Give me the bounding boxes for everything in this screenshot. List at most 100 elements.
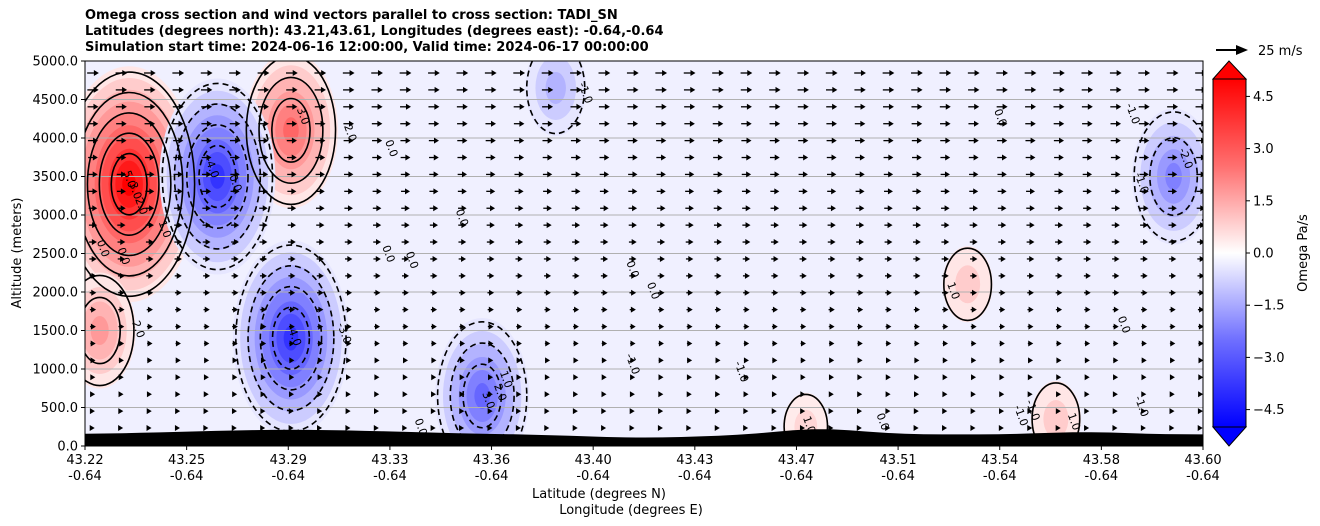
wind-vector-head <box>715 323 721 330</box>
wind-vector <box>715 391 721 398</box>
wind-vector-head <box>1029 239 1035 246</box>
wind-vector <box>1054 154 1064 161</box>
wind-vector-head <box>1172 154 1178 161</box>
wind-vector-head <box>887 222 893 229</box>
wind-vector <box>941 272 949 279</box>
wind-vector <box>430 425 436 431</box>
wind-vector <box>1140 272 1148 279</box>
y-tick-label-1: 500.0 <box>41 401 78 416</box>
wind-vector-head <box>347 255 353 262</box>
wind-vector-head <box>234 171 240 178</box>
wind-vector <box>1167 171 1178 178</box>
wind-vector-head <box>1172 188 1178 195</box>
wind-vector <box>515 272 523 279</box>
wind-vector <box>229 137 241 144</box>
wind-vector-head <box>687 340 693 347</box>
wind-vector-head <box>149 154 155 161</box>
wind-vector-head <box>148 289 154 296</box>
wind-vector-head <box>488 374 494 381</box>
wind-vector <box>515 255 523 262</box>
wind-vector-head <box>403 306 409 313</box>
wind-vector <box>1083 239 1092 246</box>
wind-vector-head <box>317 374 323 381</box>
wind-vector <box>999 391 1005 398</box>
wind-vector-head <box>347 272 353 279</box>
wind-vector-head <box>718 70 724 76</box>
wind-vector <box>344 205 353 212</box>
x-tick-lat-1: 43.25 <box>168 453 205 468</box>
wind-vector <box>772 374 778 381</box>
wind-vector <box>173 171 183 178</box>
wind-vector-head <box>573 391 579 398</box>
wind-vector-head <box>376 154 382 161</box>
wind-vector-head <box>945 137 951 144</box>
wind-vector-head <box>462 120 468 127</box>
wind-vector-head <box>204 340 210 347</box>
wind-vector <box>514 137 525 144</box>
wind-vector-head <box>946 70 952 76</box>
wind-vector-head <box>263 154 269 161</box>
wind-vector <box>515 239 524 246</box>
wind-vector-head <box>121 171 127 178</box>
wind-vector-head <box>1002 70 1008 76</box>
wind-vector-head <box>349 103 355 110</box>
wind-vector <box>800 374 806 381</box>
wind-vector <box>116 188 126 195</box>
wind-vector-head <box>916 205 922 212</box>
wind-vector-head <box>885 391 891 398</box>
wind-vector-head <box>888 154 894 161</box>
wind-vector-head <box>1144 137 1150 144</box>
omega-fill-min-4-level-7 <box>283 325 299 351</box>
wind-vector-head <box>318 289 324 296</box>
wind-vectors <box>87 70 1203 431</box>
wind-vector-head <box>178 120 184 127</box>
wind-vector <box>855 222 865 229</box>
wind-vector <box>516 357 522 364</box>
wind-vector <box>771 289 779 296</box>
wind-vector <box>712 120 724 127</box>
wind-vector-head <box>177 188 183 195</box>
wind-vector-head <box>260 408 266 415</box>
wind-vector-head <box>547 120 553 127</box>
wind-vector <box>573 323 579 330</box>
wind-vector-head <box>260 391 266 398</box>
wind-vector-head <box>970 425 976 431</box>
wind-vector-head <box>1115 154 1121 161</box>
wind-vector-head <box>1029 222 1035 229</box>
wind-vector <box>570 70 582 76</box>
wind-vector <box>800 357 806 364</box>
wind-vector <box>827 205 836 212</box>
wind-vector-head <box>1199 239 1203 246</box>
wind-vector <box>118 357 124 364</box>
wind-vector <box>231 289 239 296</box>
wind-vector <box>259 239 268 246</box>
wind-vector-head <box>916 171 922 178</box>
wind-vector <box>572 289 580 296</box>
wind-vector <box>317 374 323 381</box>
wind-vector <box>203 272 211 279</box>
x-tick-lat-0: 43.22 <box>66 453 103 468</box>
wind-vector <box>742 205 751 212</box>
wind-vector <box>90 374 96 381</box>
wind-vector <box>913 306 920 313</box>
wind-vector-head <box>1201 103 1203 110</box>
wind-vector-head <box>545 306 551 313</box>
wind-vector <box>1166 70 1179 76</box>
wind-vector <box>658 408 664 415</box>
wind-vector-head <box>547 137 553 144</box>
wind-vector-head <box>1197 408 1203 415</box>
wind-vector-head <box>206 171 212 178</box>
wind-vector-head <box>1142 323 1148 330</box>
wind-vector <box>90 323 96 330</box>
wind-vector <box>1140 255 1148 262</box>
wind-vector-head <box>93 137 99 144</box>
wind-vector-head <box>402 374 408 381</box>
wind-vector <box>1111 239 1120 246</box>
wind-vector <box>315 120 326 127</box>
wind-vector <box>827 239 836 246</box>
wind-vector-head <box>232 374 238 381</box>
wind-vector <box>630 374 636 381</box>
omega-contour-min-5-ring-1 <box>449 342 515 446</box>
wind-vector <box>658 357 664 364</box>
wind-vector <box>826 120 837 127</box>
